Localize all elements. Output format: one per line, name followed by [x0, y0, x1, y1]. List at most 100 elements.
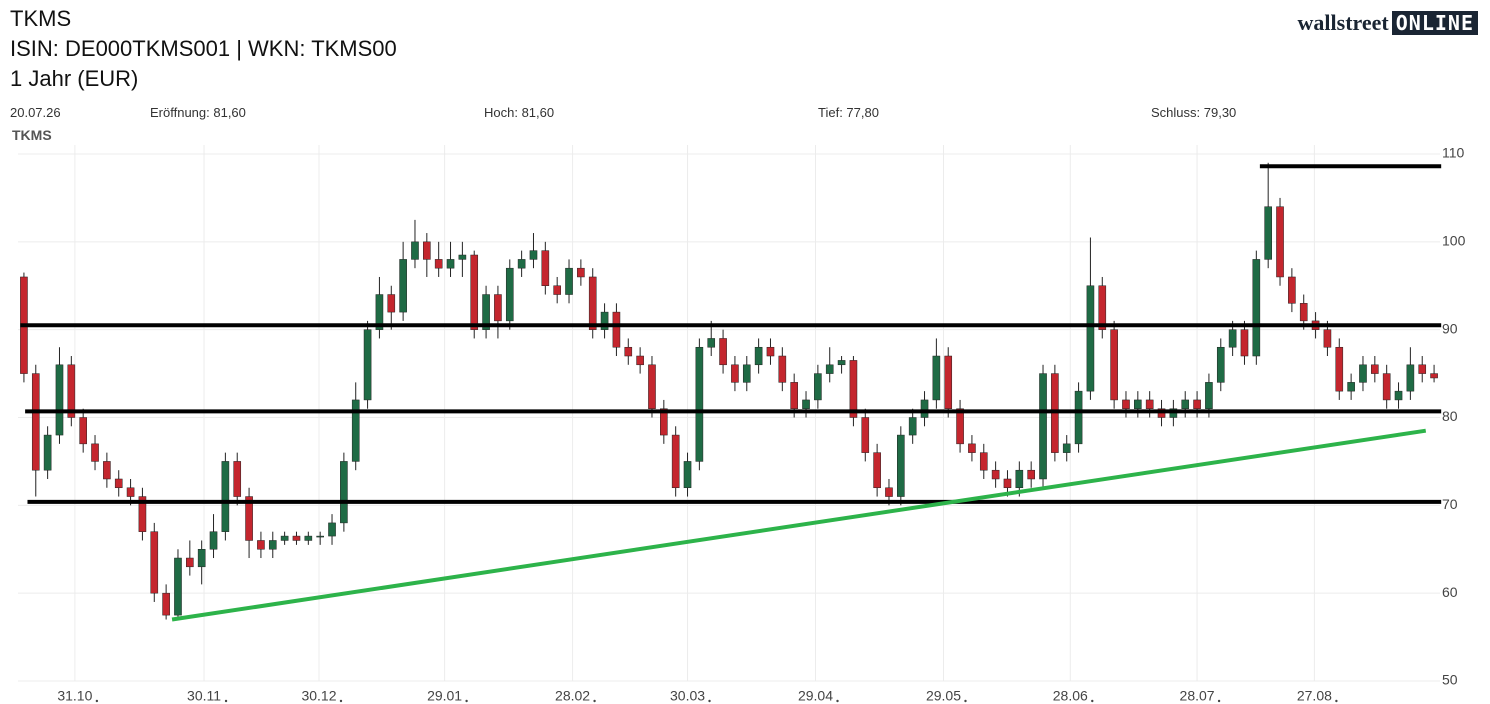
candle-body [565, 267, 573, 295]
period: 1 Jahr (EUR) [10, 66, 139, 91]
candle-body [908, 417, 917, 436]
candle-body [944, 355, 953, 409]
candle-body [1288, 276, 1296, 304]
candle-body [624, 346, 633, 357]
candle-body [1216, 346, 1225, 383]
candle-body [55, 364, 64, 436]
x-tick-label: 29.05 [926, 688, 961, 704]
candle-body [446, 259, 455, 269]
y-tick-label: 60 [1442, 584, 1458, 600]
candle-body [1086, 285, 1095, 392]
info-low: Tief: 77,80 [818, 105, 879, 120]
candle-body [399, 259, 407, 313]
candle-body [1074, 390, 1083, 445]
candle-body [43, 434, 52, 471]
candle-body [754, 346, 763, 366]
candle-body [956, 408, 964, 445]
candle-body [553, 285, 561, 295]
x-tick-dot [836, 699, 839, 703]
candle-body [1015, 469, 1024, 489]
candle-body [1335, 346, 1344, 392]
candle-body [648, 364, 656, 409]
candle-body [257, 540, 265, 550]
candle-body [683, 461, 692, 489]
candle-body [209, 531, 218, 550]
candle-body [1240, 329, 1249, 357]
candle-body [470, 254, 479, 330]
candle-body [245, 496, 253, 541]
candle-body [174, 557, 182, 616]
x-tick-dot [593, 699, 596, 703]
candle-body [31, 373, 40, 471]
candle-body [233, 461, 242, 497]
candle-body [103, 461, 111, 480]
candle-body [1406, 364, 1415, 392]
candle-body [660, 408, 668, 436]
x-tick-dot [1091, 699, 1094, 703]
candle-body [1323, 329, 1332, 348]
candle-body [932, 355, 941, 401]
candle-body [671, 434, 680, 489]
candle-body [1264, 206, 1272, 260]
candle-body [1062, 443, 1071, 453]
candle-body [636, 355, 644, 366]
candle-body [790, 382, 798, 409]
candle-body [351, 399, 360, 462]
x-tick-label: 28.06 [1053, 688, 1088, 704]
candle-body [458, 254, 467, 260]
candle-body [304, 535, 313, 541]
candle-body [328, 522, 336, 537]
candle-body [505, 267, 514, 322]
candle-body [1382, 373, 1391, 401]
candle-body [1394, 390, 1403, 401]
candle-body [707, 338, 716, 348]
candle-body [1027, 469, 1035, 480]
candle-body [221, 461, 230, 532]
candle-body [197, 549, 206, 568]
y-tick-label: 80 [1442, 408, 1458, 424]
stock-ids: ISIN: DE000TKMS001 | WKN: TKMS00 [10, 36, 397, 61]
candle-body [1181, 399, 1190, 409]
candle-body [494, 294, 502, 322]
x-tick-dot [465, 699, 468, 703]
candle-body [1122, 399, 1130, 409]
candle-body [802, 399, 810, 409]
candle-body [1252, 259, 1261, 357]
info-high: Hoch: 81,60 [484, 105, 555, 120]
candle-body [825, 364, 834, 374]
candle-body [79, 417, 87, 445]
logo[interactable]: wallstreet ONLINE [1298, 10, 1478, 36]
x-tick-dot [1335, 699, 1338, 703]
candle-body [861, 417, 870, 453]
candle-body [529, 250, 538, 260]
candle-body [873, 452, 881, 489]
candle-body [814, 373, 822, 401]
x-tick-dot [224, 699, 228, 703]
logo-text: wallstreet [1297, 10, 1389, 35]
candle-body [411, 241, 419, 260]
candle-body [363, 329, 372, 401]
logo-box: ONLINE [1391, 11, 1478, 35]
candle-body [1039, 373, 1047, 480]
candle-body [1193, 399, 1201, 409]
candle-body [731, 364, 739, 383]
candle-body [150, 531, 159, 594]
candle-body [979, 452, 988, 471]
candle-body [588, 276, 597, 330]
candle-body [541, 250, 550, 287]
candle-body [742, 364, 751, 383]
candle-body [1347, 382, 1355, 392]
x-tick-label: 27.08 [1297, 688, 1332, 704]
candle-body [1228, 329, 1237, 348]
x-tick-label: 29.04 [798, 688, 833, 704]
candle-body [138, 496, 147, 532]
candle-body [1430, 373, 1438, 379]
candle-body [1359, 364, 1367, 383]
candle-body [695, 346, 704, 462]
candle-body [186, 557, 194, 568]
candle-body [612, 311, 621, 348]
candle-body [162, 592, 170, 616]
candle-body [1299, 303, 1308, 322]
candle-body [1110, 329, 1118, 401]
